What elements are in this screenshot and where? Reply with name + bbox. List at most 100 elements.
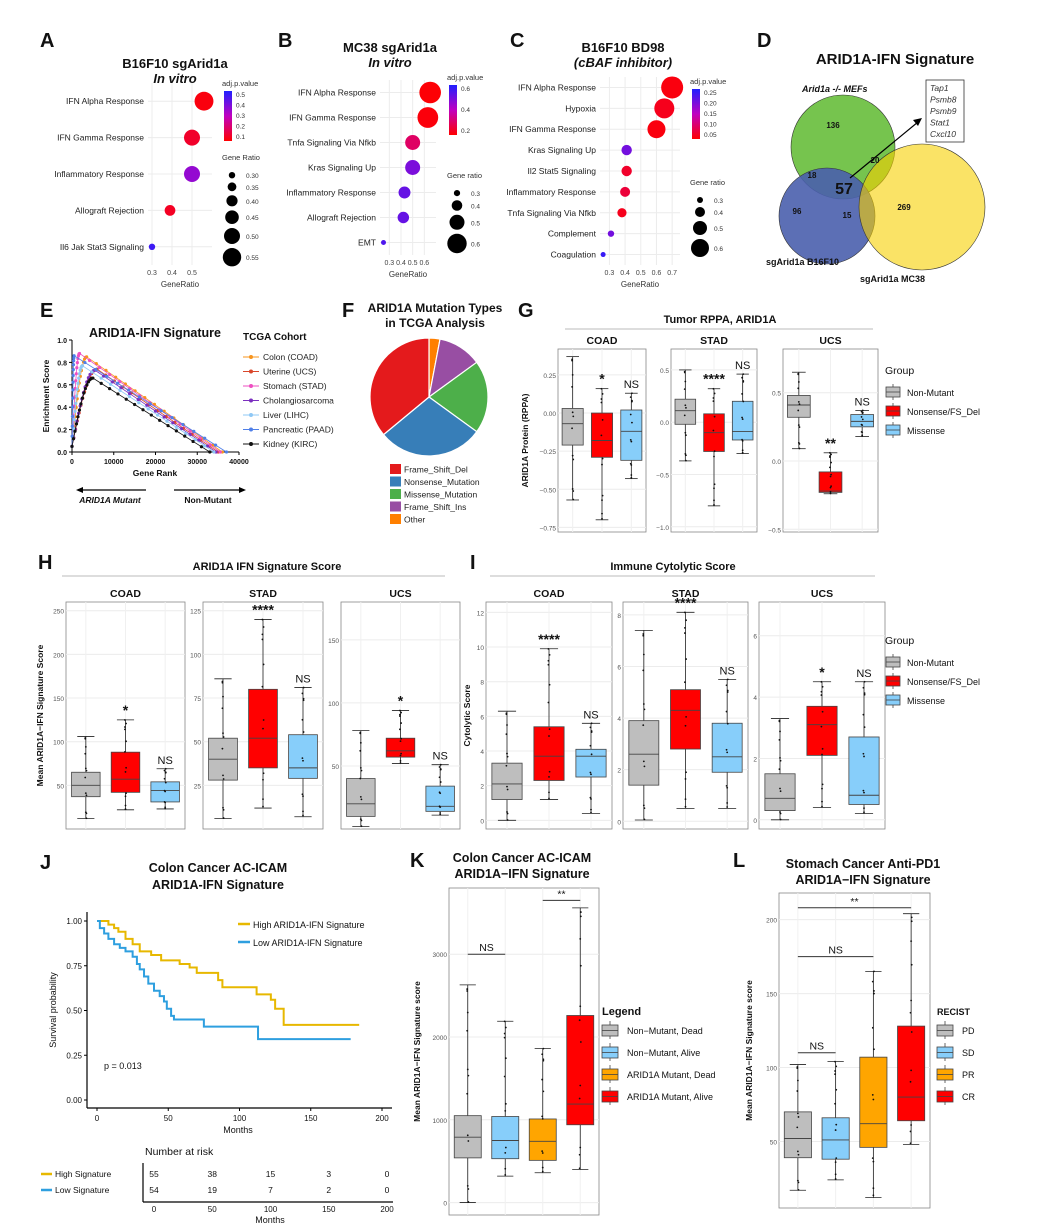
venn-diagram: ARID1A-IFN Signature Arid1a -/- MEFs sgAri… — [766, 51, 986, 284]
data-point — [548, 770, 551, 773]
size-legend-label: 0.5 — [714, 226, 723, 233]
data-point — [835, 1157, 838, 1159]
data-point — [797, 387, 800, 390]
series-point — [80, 364, 85, 368]
size-legend-title: Gene ratio — [447, 171, 482, 180]
data-point — [578, 1097, 581, 1100]
data-point — [779, 757, 781, 759]
x-tick-label: 0.6 — [419, 260, 429, 267]
y-tick-label: 4 — [480, 749, 484, 756]
panel-label-l: L — [733, 850, 746, 872]
y-tick-label: 1.0 — [57, 338, 67, 345]
x-tick-label: 0.3 — [147, 270, 157, 277]
data-point — [503, 1075, 506, 1078]
data-point — [685, 459, 687, 462]
series-point — [90, 370, 94, 374]
dot-point — [617, 208, 627, 218]
data-point — [124, 808, 127, 810]
legend-swatch — [390, 464, 401, 474]
data-point — [506, 724, 508, 726]
data-point — [685, 771, 687, 774]
legend-label: Nonsense_Mutation — [404, 477, 480, 487]
series-point — [110, 380, 114, 384]
data-point — [590, 798, 592, 800]
data-point — [821, 800, 823, 803]
data-point — [863, 726, 866, 729]
series-point — [224, 450, 229, 454]
series-point — [198, 436, 202, 440]
y-tick-label: −0.5 — [656, 472, 669, 479]
data-point — [861, 411, 864, 414]
size-legend-label: 0.6 — [471, 242, 480, 249]
data-point — [742, 373, 745, 376]
x-tick-label: 20000 — [146, 459, 166, 466]
size-legend-dot — [222, 248, 242, 267]
color-legend-tick: 0.3 — [236, 113, 245, 120]
data-point — [629, 462, 632, 465]
category-label: Hypoxia — [565, 103, 596, 113]
data-point — [571, 454, 574, 457]
data-point — [359, 818, 362, 821]
data-point — [643, 818, 646, 821]
series-point — [71, 396, 75, 400]
legend-label: ARID1A Mutant, Alive — [627, 1092, 713, 1102]
data-point — [797, 441, 800, 444]
data-point — [713, 487, 715, 490]
box — [711, 722, 743, 773]
significance-label: NS — [295, 674, 310, 686]
series-point — [137, 401, 141, 405]
data-point — [863, 755, 865, 758]
data-point — [359, 731, 362, 734]
facet-title: STAD — [249, 588, 277, 600]
chart-subtitle: ARID1A-IFN Signature — [152, 878, 284, 892]
data-point — [164, 807, 167, 810]
significance-label: **** — [252, 601, 274, 617]
series-point — [137, 395, 141, 399]
size-legend-label: 0.3 — [714, 198, 723, 205]
data-point — [685, 658, 687, 660]
category-label: IFN Alpha Response — [66, 96, 144, 106]
dot-point — [164, 205, 176, 216]
color-legend-bar — [449, 85, 457, 135]
data-point — [830, 461, 832, 464]
size-legend-dot — [691, 239, 709, 257]
callout-gene: Stat1 — [930, 118, 950, 128]
x-tick-label: 40000 — [229, 459, 249, 466]
box — [528, 1118, 557, 1161]
series-point — [91, 376, 95, 380]
data-point — [547, 701, 550, 704]
data-point — [124, 751, 126, 753]
data-point — [506, 785, 508, 788]
category-label: EMT — [358, 238, 376, 248]
y-tick-label: 0.0 — [772, 459, 781, 466]
color-legend-tick: 0.10 — [704, 122, 717, 129]
significance-label: NS — [828, 945, 843, 957]
series-point — [108, 372, 112, 377]
size-legend-dot — [227, 182, 237, 192]
y-tick-label: −1.0 — [656, 525, 669, 532]
data-point — [548, 683, 551, 686]
category-label: IFN Gamma Response — [509, 124, 596, 134]
x-axis-label: Gene Rank — [133, 468, 178, 478]
y-tick-label: 0.50 — [66, 1007, 82, 1016]
data-point — [909, 1080, 912, 1083]
series-point — [188, 429, 192, 433]
data-point — [910, 920, 913, 923]
data-point — [834, 1129, 837, 1131]
data-point — [630, 474, 633, 476]
data-point — [726, 689, 729, 692]
data-point — [873, 990, 875, 992]
risk-x-tick-label: 0 — [152, 1205, 157, 1214]
legend-label: Cholangiosarcoma — [263, 396, 334, 406]
data-point — [684, 380, 687, 383]
data-point — [642, 703, 645, 705]
callout-gene: Cxcl10 — [930, 129, 956, 139]
data-point — [360, 819, 363, 822]
chart-title: MC38 sgArid1a — [343, 40, 438, 55]
category-label: IFN Alpha Response — [298, 88, 376, 98]
data-point — [359, 795, 362, 798]
data-point — [871, 1094, 874, 1096]
data-point — [504, 1167, 507, 1170]
legend-swatch-dot — [249, 369, 253, 374]
